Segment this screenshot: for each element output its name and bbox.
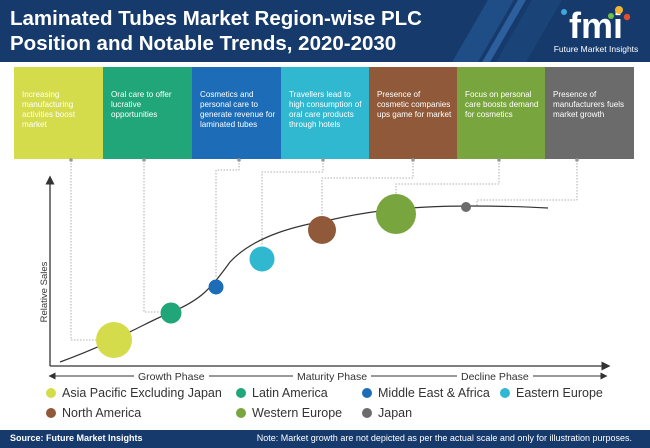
legend-label: Western Europe	[252, 406, 343, 420]
connector-dot	[237, 158, 241, 162]
trend-box: Oral care to offer lucrative opportuniti…	[103, 67, 192, 159]
region-bubble-middle-east-africa	[208, 279, 224, 295]
note-text: Note: Market growth are not depicted as …	[256, 433, 632, 443]
connector-line	[70, 160, 96, 341]
legend-label: Latin America	[252, 386, 328, 400]
legend-dot-icon	[362, 408, 372, 418]
region-bubble-north-america	[308, 216, 336, 244]
trend-text: Presence of cosmetic companies ups game …	[377, 90, 452, 119]
trend-text: Increasing manufacturing activities boos…	[22, 90, 76, 129]
region-bubble-asia-pacific-excluding-japan	[96, 322, 132, 358]
legend-dot-icon	[46, 408, 56, 418]
trend-text: Focus on personal care boosts demand for…	[465, 90, 539, 119]
legend-item: Middle East & Africa	[362, 386, 490, 400]
legend: Asia Pacific Excluding Japan Latin Ameri…	[46, 386, 636, 426]
trend-text: Travellers lead to high consumption of o…	[289, 90, 362, 129]
connector-line	[321, 160, 414, 215]
connector-dot	[69, 158, 73, 162]
trend-box: Increasing manufacturing activities boos…	[14, 67, 103, 159]
footer: Source: Future Market Insights Note: Mar…	[0, 430, 650, 448]
plc-diagram: Relative Sales	[39, 158, 611, 380]
phase-label-decline: Decline Phase	[457, 371, 533, 383]
header-banner: Laminated Tubes Market Region-wise PLC P…	[0, 0, 650, 62]
connector-line	[215, 160, 240, 278]
trend-box: Presence of manufacturers fuels market g…	[545, 67, 634, 159]
source-text: Source: Future Market Insights	[10, 433, 143, 443]
legend-item: Latin America	[236, 386, 328, 400]
connector-dot	[321, 158, 325, 162]
legend-dot-icon	[236, 388, 246, 398]
trend-box: Presence of cosmetic companies ups game …	[369, 67, 457, 159]
trend-box: Travellers lead to high consumption of o…	[281, 67, 369, 159]
trend-box: Cosmetics and personal care to generate …	[192, 67, 281, 159]
legend-item: Asia Pacific Excluding Japan	[46, 386, 222, 400]
connector-line	[261, 160, 324, 246]
legend-label: Middle East & Africa	[378, 386, 490, 400]
region-bubble-japan	[461, 202, 471, 212]
trend-text: Cosmetics and personal care to generate …	[200, 90, 276, 129]
logo-dot-icon	[623, 13, 631, 21]
region-bubble-latin-america	[160, 302, 182, 324]
trend-text: Oral care to offer lucrative opportuniti…	[111, 90, 172, 119]
legend-dot-icon	[46, 388, 56, 398]
page-title: Laminated Tubes Market Region-wise PLC P…	[10, 7, 422, 55]
region-bubble-western-europe	[376, 194, 416, 234]
legend-item: Western Europe	[236, 406, 342, 420]
connector-line	[143, 160, 160, 313]
trend-boxes: Increasing manufacturing activities boos…	[14, 67, 634, 159]
trend-box: Focus on personal care boosts demand for…	[457, 67, 545, 159]
logo-dot-icon	[615, 6, 623, 14]
connector-dot	[575, 158, 579, 162]
legend-label: Asia Pacific Excluding Japan	[62, 386, 222, 400]
fmi-logo-mark: fmi	[561, 5, 631, 46]
y-axis-label: Relative Sales	[39, 261, 50, 322]
connector-dot	[497, 158, 501, 162]
logo-dot-icon	[608, 13, 614, 19]
connector-dot	[411, 158, 415, 162]
legend-item: North America	[46, 406, 141, 420]
region-bubble-eastern-europe	[249, 246, 275, 272]
phase-label-growth: Growth Phase	[134, 371, 209, 383]
trend-text: Presence of manufacturers fuels market g…	[553, 90, 625, 119]
legend-dot-icon	[362, 388, 372, 398]
legend-label: Japan	[378, 406, 413, 420]
logo-dot-icon	[561, 9, 567, 15]
fmi-logo-letters: fmi	[569, 5, 623, 46]
phase-label-maturity: Maturity Phase	[293, 371, 372, 383]
plc-curve	[59, 205, 549, 363]
fmi-logo-tagline: Future Market Insights	[553, 44, 639, 54]
legend-dot-icon	[236, 408, 246, 418]
legend-label: Eastern Europe	[516, 386, 603, 400]
legend-item: Japan	[362, 406, 412, 420]
connector-line	[476, 160, 578, 207]
legend-label: North America	[62, 406, 142, 420]
connector-dot	[142, 158, 146, 162]
connector-line	[395, 160, 500, 194]
fmi-logo: fmi Future Market Insights	[548, 4, 644, 58]
legend-dot-icon	[500, 388, 510, 398]
legend-item: Eastern Europe	[500, 386, 603, 400]
